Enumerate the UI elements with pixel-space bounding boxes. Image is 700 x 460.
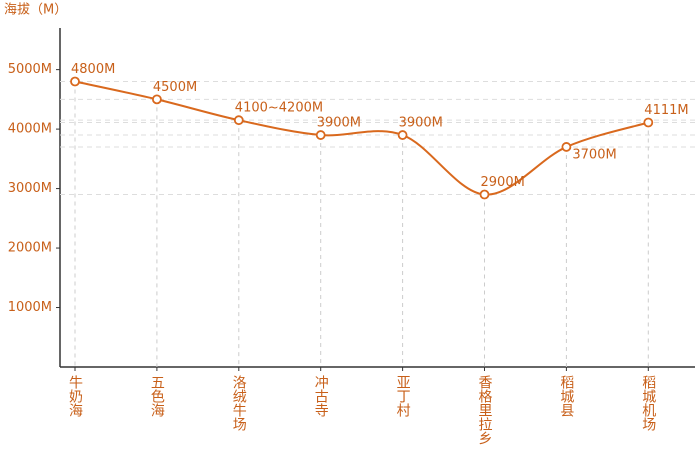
y-tick-label: 5000M xyxy=(8,62,52,77)
point xyxy=(643,117,654,128)
x-tick-label: 稻城县 xyxy=(558,375,574,417)
point xyxy=(70,76,80,87)
line xyxy=(74,80,649,196)
value-label: 4111M xyxy=(644,103,688,118)
y-axis-title: 海拔（M） xyxy=(4,3,67,18)
point xyxy=(151,94,162,105)
y-tick-label: 2000M xyxy=(8,241,52,256)
point xyxy=(397,130,408,140)
value-label: 4500M xyxy=(153,80,197,95)
point xyxy=(561,142,572,152)
x-tick-label: 洛绒牛场 xyxy=(231,375,247,432)
y-tick-label: 1000M xyxy=(8,300,52,315)
x-tick-label: 稻城机场 xyxy=(640,375,656,432)
value-label: 2900M xyxy=(481,175,525,190)
x-tick-label: 亚丁村 xyxy=(395,375,411,417)
point xyxy=(233,115,244,126)
x-tick-label: 冲古寺 xyxy=(313,375,329,417)
value-label: 3900M xyxy=(399,116,443,131)
y-tick-label: 3000M xyxy=(8,181,52,196)
x-tick-label: 香格里拉乡 xyxy=(477,375,493,445)
value-label: 4100~4200M xyxy=(235,101,323,116)
value-label: 3900M xyxy=(317,116,361,131)
value-label: 4800M xyxy=(71,62,115,77)
point xyxy=(479,189,490,200)
x-tick-label: 牛奶海 xyxy=(67,375,83,417)
point xyxy=(315,130,326,140)
y-tick-label: 4000M xyxy=(8,122,52,137)
value-label: 3700M xyxy=(572,147,616,162)
x-tick-label: 五色海 xyxy=(149,375,165,417)
